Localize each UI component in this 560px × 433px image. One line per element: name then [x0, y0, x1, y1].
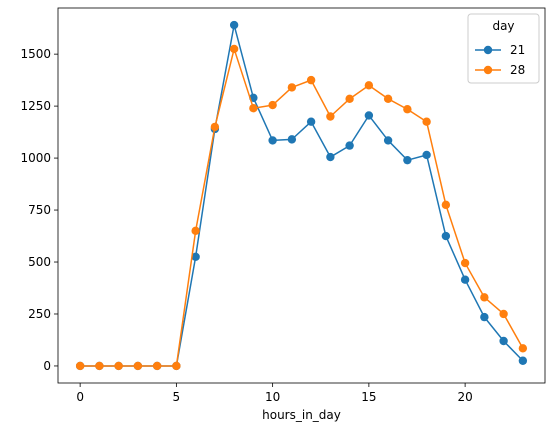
data-point [191, 252, 200, 262]
legend-entry-21: 21 [475, 43, 525, 57]
data-point [403, 155, 412, 165]
data-point [364, 81, 374, 90]
legend-label: 28 [510, 63, 525, 77]
data-point [152, 361, 162, 371]
data-point [172, 361, 181, 371]
data-point [422, 150, 431, 160]
data-point [480, 293, 489, 302]
data-point [460, 258, 470, 268]
data-point [287, 83, 297, 92]
x-tick-label: 15 [361, 390, 376, 404]
data-point [480, 312, 489, 322]
data-point [460, 275, 470, 284]
data-point [306, 117, 316, 126]
data-point [133, 361, 143, 371]
data-point [268, 100, 277, 110]
data-point [499, 309, 508, 319]
data-point [306, 75, 316, 85]
data-point [499, 336, 508, 346]
data-point [422, 117, 431, 126]
data-point [403, 105, 412, 114]
data-point [249, 103, 258, 113]
series-28 [75, 44, 528, 371]
data-point [75, 361, 85, 371]
x-tick-label: 5 [173, 390, 181, 404]
data-point [326, 152, 335, 162]
data-point [326, 112, 335, 121]
plot-frame [57, 7, 546, 384]
data-point [95, 361, 104, 371]
y-tick-label: 250 [28, 307, 51, 321]
y-tick-label: 0 [43, 359, 51, 373]
data-point [287, 135, 297, 144]
series-layer [75, 20, 528, 371]
y-tick-label: 750 [28, 203, 51, 217]
y-tick-label: 500 [28, 255, 51, 269]
legend-title: day [492, 19, 514, 33]
data-point [345, 141, 354, 150]
y-tick-label: 1000 [20, 151, 51, 165]
legend-swatch-marker [483, 45, 493, 55]
data-point [268, 136, 277, 145]
x-axis-label: hours_in_day [262, 408, 341, 422]
data-point [441, 200, 451, 210]
data-point [518, 356, 528, 365]
data-point [441, 231, 451, 241]
data-point [364, 111, 374, 120]
y-tick-label: 1500 [20, 47, 51, 61]
legend-box [467, 13, 540, 84]
legend-entry-28: 28 [475, 63, 525, 77]
data-point [114, 361, 123, 371]
legend-label: 21 [510, 43, 525, 57]
x-tick-label: 10 [265, 390, 280, 404]
data-point [518, 344, 528, 353]
x-tick-label: 20 [457, 390, 472, 404]
y-axis: 0 250 500 750 1000 1250 1500 [20, 47, 58, 373]
legend-swatch-marker [483, 65, 493, 75]
data-point [345, 94, 354, 104]
y-tick-label: 1250 [20, 99, 51, 113]
data-point [191, 226, 200, 236]
data-point [383, 136, 393, 145]
x-tick-label: 0 [76, 390, 84, 404]
data-point [229, 44, 239, 54]
data-point [383, 94, 393, 104]
data-point [210, 122, 220, 132]
data-point [229, 20, 239, 30]
x-axis: 0 5 10 15 20 [76, 383, 473, 404]
